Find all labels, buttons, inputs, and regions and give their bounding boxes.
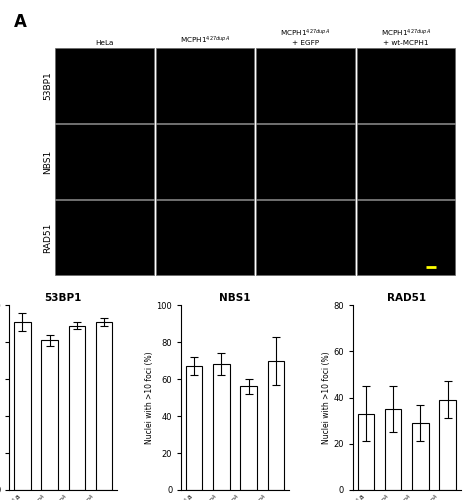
Bar [256, 124, 355, 199]
Title: RAD51: RAD51 [387, 293, 426, 303]
Bar [267, 360, 284, 490]
Bar [69, 326, 85, 490]
Text: MCPH1$^{427dupA}$
+ EGFP: MCPH1$^{427dupA}$ + EGFP [281, 28, 330, 46]
Bar [14, 322, 31, 490]
Text: 53BP1: 53BP1 [43, 71, 52, 100]
Bar [256, 200, 355, 275]
Text: HeLa: HeLa [95, 40, 114, 46]
Bar [357, 124, 455, 199]
Bar [55, 200, 154, 275]
Bar [256, 48, 355, 123]
Y-axis label: Nuclei with >10 foci (%): Nuclei with >10 foci (%) [322, 352, 331, 444]
Bar [186, 366, 203, 490]
Bar [357, 48, 455, 123]
Title: 53BP1: 53BP1 [45, 293, 82, 303]
Bar [412, 423, 429, 490]
Bar [385, 409, 401, 490]
Bar [156, 200, 254, 275]
Bar [55, 124, 154, 199]
Y-axis label: Nuclei with >10 foci (%): Nuclei with >10 foci (%) [145, 352, 154, 444]
Title: NBS1: NBS1 [219, 293, 251, 303]
Bar [156, 48, 254, 123]
Text: NBS1: NBS1 [43, 150, 52, 174]
Bar [213, 364, 229, 490]
Bar [241, 386, 257, 490]
Text: MCPH1$^{427dupA}$: MCPH1$^{427dupA}$ [180, 35, 230, 46]
Bar [41, 340, 58, 490]
Bar [357, 200, 455, 275]
Bar [96, 322, 112, 490]
Text: RAD51: RAD51 [43, 222, 52, 252]
Bar [156, 124, 254, 199]
Text: A: A [14, 12, 27, 30]
Bar [55, 48, 154, 123]
Bar [358, 414, 374, 490]
Bar [439, 400, 456, 490]
Text: MCPH1$^{427dupA}$
+ wt-MCPH1: MCPH1$^{427dupA}$ + wt-MCPH1 [381, 28, 431, 46]
